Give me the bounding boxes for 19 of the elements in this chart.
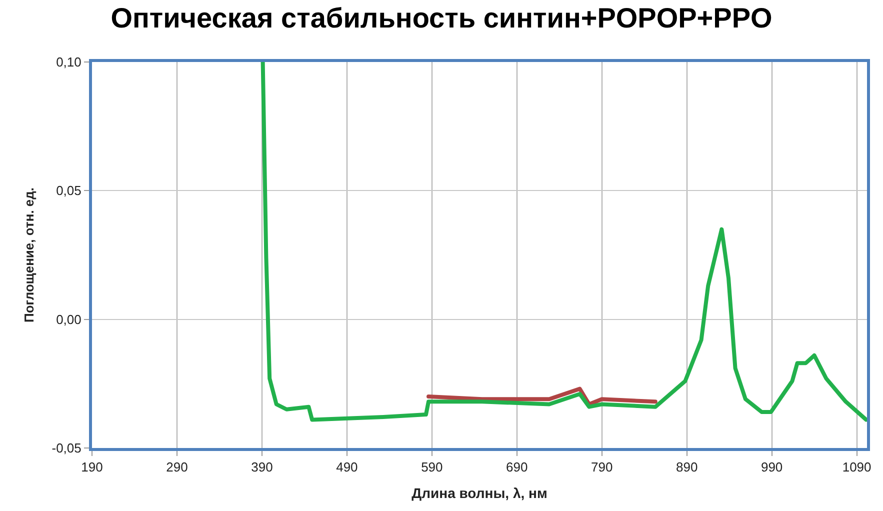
x-tick-label: 790 — [591, 460, 613, 475]
x-tick-label: 390 — [251, 460, 273, 475]
line-series — [260, 62, 867, 422]
y-tick-label: 0,05 — [56, 183, 82, 198]
y-tick-label: 0,10 — [56, 54, 82, 70]
chart-title: Оптическая стабильность синтин+POPOP+PPO — [110, 2, 772, 34]
x-tick-label: 1090 — [842, 460, 872, 475]
x-tick-label: 190 — [81, 460, 103, 475]
x-tick-label: 990 — [760, 460, 783, 475]
x-tick-label: 290 — [166, 460, 188, 475]
x-axis-title: Длина волны, λ, нм — [412, 484, 548, 501]
y-tick-label: 0,00 — [56, 312, 82, 327]
x-tick-label: 590 — [421, 460, 443, 475]
y-tick-label: -0,05 — [52, 440, 82, 456]
y-axis-title: Поглощение, отн. ед. — [22, 187, 37, 323]
x-tick-label: 690 — [506, 460, 528, 475]
x-tick-label: 490 — [336, 460, 358, 475]
x-tick-label: 890 — [676, 460, 698, 475]
line-series — [426, 386, 658, 406]
